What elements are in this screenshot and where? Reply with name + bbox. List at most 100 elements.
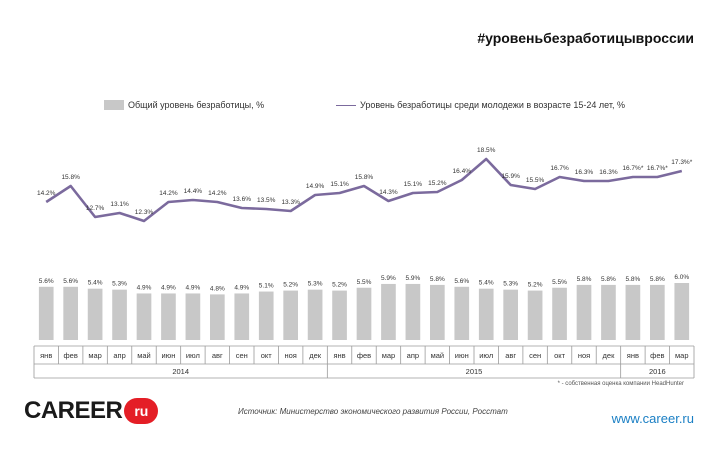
month-tick-17: июн	[455, 351, 469, 360]
line-label-4: 12.3%	[135, 209, 154, 216]
site-link[interactable]: www.career.ru	[611, 411, 694, 426]
bar-9	[258, 291, 274, 340]
bar-2	[87, 288, 103, 340]
month-tick-16: май	[431, 351, 445, 360]
bar-label-21: 5.5%	[552, 279, 567, 286]
bar-17	[454, 286, 470, 340]
bar-7	[210, 294, 225, 340]
bar-label-1: 5.6%	[63, 278, 78, 285]
bar-label-23: 5.8%	[601, 276, 616, 283]
line-label-19: 15.9%	[501, 173, 520, 180]
month-tick-12: янв	[333, 351, 345, 360]
month-tick-7: авг	[212, 351, 223, 360]
legend-item-line: Уровень безработицы среди молодежи в воз…	[336, 100, 625, 110]
line-label-13: 15.8%	[355, 174, 374, 181]
bar-8	[234, 293, 250, 340]
bar-label-26: 6.0%	[674, 274, 689, 281]
month-tick-8: сен	[236, 351, 248, 360]
bar-label-18: 5.4%	[479, 280, 494, 287]
line-label-23: 16.3%	[599, 169, 618, 176]
month-tick-11: дек	[309, 351, 322, 360]
line-label-15: 15.1%	[404, 181, 423, 188]
month-tick-18: июл	[479, 351, 493, 360]
legend-line-swatch	[336, 104, 356, 106]
bar-label-24: 5.8%	[625, 276, 640, 283]
bar-13	[356, 287, 372, 340]
legend-item-bars: Общий уровень безработицы, %	[104, 100, 264, 110]
line-label-11: 14.9%	[306, 183, 325, 190]
bar-label-16: 5.8%	[430, 276, 445, 283]
bar-label-4: 4.9%	[137, 284, 152, 291]
month-tick-5: июн	[161, 351, 175, 360]
line-label-20: 15.5%	[526, 177, 545, 184]
bar-4	[136, 293, 152, 340]
bar-label-0: 5.6%	[39, 278, 54, 285]
line-label-16: 15.2%	[428, 180, 447, 187]
bar-label-3: 5.3%	[112, 281, 127, 288]
month-tick-6: июл	[186, 351, 200, 360]
bar-0	[38, 286, 54, 340]
bar-label-20: 5.2%	[528, 282, 543, 289]
line-label-24: 16.7%*	[622, 165, 643, 172]
bar-5	[161, 293, 176, 340]
bar-label-12: 5.2%	[332, 282, 347, 289]
month-tick-13: фев	[357, 351, 371, 360]
bar-label-25: 5.8%	[650, 276, 665, 283]
bar-label-19: 5.3%	[503, 281, 518, 288]
month-tick-1: фев	[64, 351, 78, 360]
line-label-12: 15.1%	[330, 181, 349, 188]
line-label-10: 13.3%	[281, 199, 300, 206]
bar-24	[625, 284, 641, 340]
footnote: * - собственная оценка компании HeadHunt…	[557, 381, 684, 387]
line-label-2: 12.7%	[86, 205, 105, 212]
month-tick-9: окт	[261, 351, 273, 360]
line-label-18: 18.5%	[477, 147, 496, 154]
line-label-22: 16.3%	[575, 169, 594, 176]
bar-20	[527, 290, 543, 340]
month-tick-22: ноя	[578, 351, 590, 360]
line-label-0: 14.2%	[37, 190, 56, 197]
bar-10	[283, 290, 298, 340]
bar-16	[430, 284, 445, 340]
line-label-26: 17.3%*	[671, 159, 692, 166]
career-logo[interactable]: CAREER ru	[24, 397, 159, 425]
bar-12	[332, 290, 347, 340]
month-tick-10: ноя	[284, 351, 296, 360]
bar-25	[650, 284, 665, 340]
month-tick-15: апр	[407, 351, 419, 360]
youth-unemployment-line	[45, 157, 683, 223]
bar-label-13: 5.5%	[357, 279, 372, 286]
line-label-14: 14.3%	[379, 189, 398, 196]
month-tick-20: сен	[529, 351, 541, 360]
year-tick-0: 2014	[172, 367, 189, 376]
combo-chart: 5.6% 5.6% 5.4% 5.3% 4.9% 4.9% 4.9% 4.8% 4.9% 5.1%…	[33, 147, 695, 379]
line-label-7: 14.2%	[208, 190, 227, 197]
bar-18	[478, 288, 494, 340]
bar-14	[381, 283, 396, 340]
logo-badge: ru	[124, 398, 159, 424]
bar-19	[503, 289, 518, 340]
month-tick-3: апр	[113, 351, 125, 360]
month-tick-2: мар	[88, 351, 102, 360]
bar-label-5: 4.9%	[161, 284, 176, 291]
bar-label-2: 5.4%	[88, 280, 103, 287]
month-tick-19: авг	[505, 351, 516, 360]
month-tick-4: май	[137, 351, 151, 360]
line-label-17: 16.4%	[453, 168, 472, 175]
legend-line-label: Уровень безработицы среди молодежи в воз…	[360, 100, 625, 110]
bar-label-17: 5.6%	[454, 278, 469, 285]
line-label-6: 14.4%	[184, 188, 203, 195]
line-label-3: 13.1%	[110, 201, 129, 208]
month-tick-21: окт	[554, 351, 566, 360]
bar-3	[112, 289, 127, 340]
legend-bar-label: Общий уровень безработицы, %	[128, 100, 265, 110]
bar-label-9: 5.1%	[259, 283, 274, 290]
bar-26	[674, 283, 690, 340]
bar-label-15: 5.9%	[405, 275, 420, 282]
month-tick-24: янв	[627, 351, 639, 360]
line-label-25: 16.7%*	[647, 165, 668, 172]
bar-label-6: 4.9%	[185, 284, 200, 291]
bar-label-10: 5.2%	[283, 282, 298, 289]
year-tick-2: 2016	[649, 367, 666, 376]
logo-text: CAREER	[24, 397, 123, 424]
